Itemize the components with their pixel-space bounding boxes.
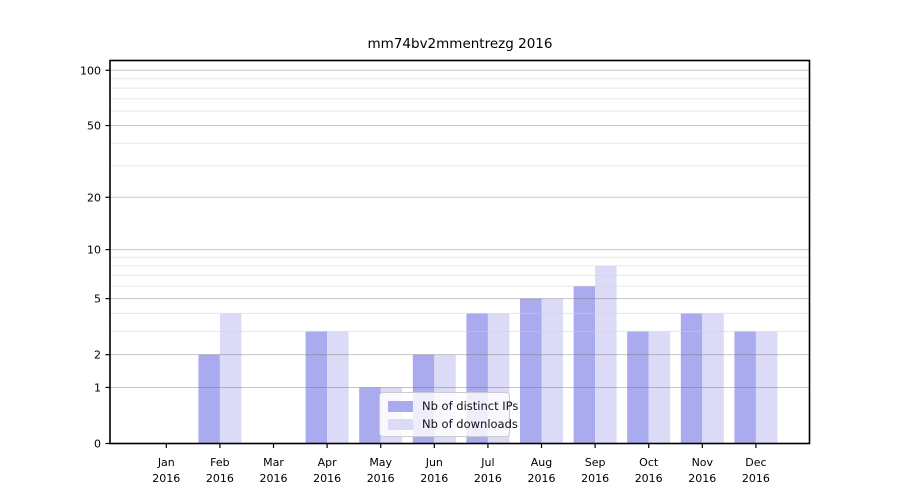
x-tick-label-aug: Aug 2016 (528, 456, 556, 485)
downloads-swatch-icon (388, 418, 413, 430)
bar-distinct-ips-dec (734, 331, 756, 444)
bar-distinct-ips-may (359, 387, 381, 444)
bar-distinct-ips-apr (305, 331, 328, 444)
bar-downloads-nov (702, 313, 724, 444)
x-tick-label-oct: Oct 2016 (635, 456, 663, 485)
x-tick-label-sep: Sep 2016 (581, 456, 609, 485)
bar-downloads-sep (595, 265, 617, 444)
bar-downloads-dec (755, 331, 778, 444)
legend-label-distinct-ips: Nb of distinct IPs (422, 399, 519, 413)
y-tick-label: 5 (94, 293, 101, 306)
distinct-ips-swatch-icon (388, 400, 413, 412)
legend-label-downloads: Nb of downloads (422, 417, 518, 431)
bar-distinct-ips-aug (520, 298, 542, 444)
y-tick-label: 0 (94, 438, 101, 451)
y-tick-label: 20 (87, 191, 101, 204)
x-tick-label-jan: Jan 2016 (152, 456, 180, 485)
legend: Nb of distinct IPs Nb of downloads (379, 392, 518, 437)
legend-row-downloads: Nb of downloads (388, 416, 518, 432)
plot-border (109, 59, 811, 445)
x-tick-label-jun: Jun 2016 (420, 456, 448, 485)
bar-downloads-oct (648, 331, 671, 444)
y-tick-label: 100 (80, 64, 101, 77)
chart-title: mm74bv2mmentrezg 2016 (367, 36, 553, 52)
y-tick-label: 10 (87, 244, 101, 257)
x-tick-label-nov: Nov 2016 (688, 456, 716, 485)
y-tick-label: 50 (87, 120, 101, 133)
bar-downloads-apr (327, 331, 349, 444)
bar-distinct-ips-feb (198, 354, 220, 444)
bar-downloads-feb (219, 313, 242, 444)
x-tick-label-apr: Apr 2016 (313, 456, 341, 485)
y-tick-label: 1 (94, 381, 101, 394)
x-tick-label-dec: Dec 2016 (742, 456, 770, 485)
bar-downloads-aug (541, 298, 563, 444)
legend-row-distinct-ips: Nb of distinct IPs (388, 398, 518, 414)
bar-distinct-ips-oct (627, 331, 649, 444)
x-tick-label-may: May 2016 (367, 456, 395, 485)
y-tick-label: 2 (94, 349, 101, 362)
bar-distinct-ips-nov (680, 313, 703, 444)
x-tick-label-mar: Mar 2016 (260, 456, 288, 485)
bar-distinct-ips-sep (573, 286, 596, 444)
x-tick-label-jul: Jul 2016 (474, 456, 502, 485)
x-tick-label-feb: Feb 2016 (206, 456, 234, 485)
